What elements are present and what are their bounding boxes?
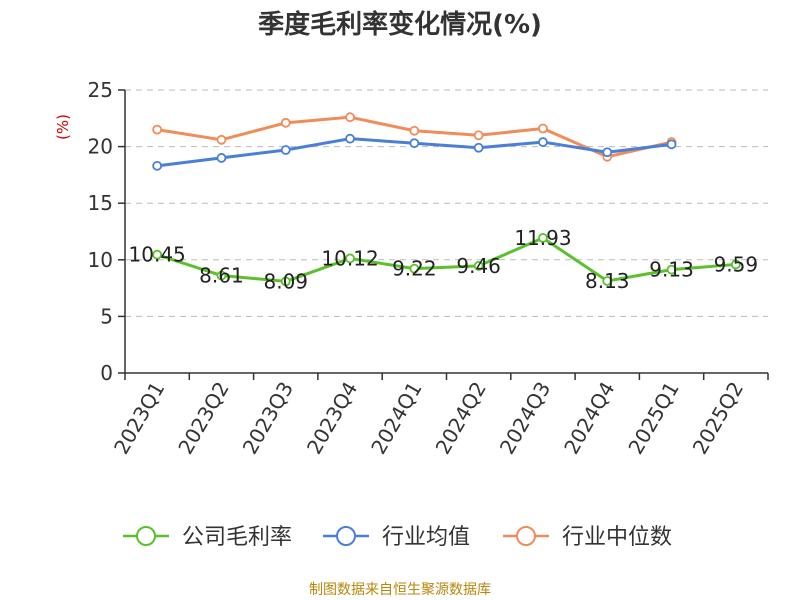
series-layer xyxy=(152,112,741,287)
data-point xyxy=(216,153,227,163)
data-label: 9.46 xyxy=(456,254,501,278)
data-point xyxy=(538,137,548,147)
data-label: 9.22 xyxy=(392,257,437,281)
data-label: 8.13 xyxy=(585,269,630,293)
series-line-1 xyxy=(156,236,736,283)
data-point xyxy=(152,249,163,260)
legend-marker-circle xyxy=(136,526,156,546)
data-point xyxy=(409,125,420,136)
y-tick-label: 5 xyxy=(100,304,113,328)
data-label: 8.09 xyxy=(263,269,308,293)
legend-label: 公司毛利率 xyxy=(182,525,292,550)
data-point xyxy=(409,138,420,149)
x-tick-label: 2024Q4 xyxy=(559,378,619,459)
x-tick-label: 2024Q3 xyxy=(495,378,555,459)
data-point xyxy=(345,253,355,264)
y-tick-label: 0 xyxy=(100,361,113,385)
data-point xyxy=(473,261,484,271)
data-label: 11.93 xyxy=(514,226,571,250)
data-point xyxy=(666,264,677,275)
data-point xyxy=(409,263,420,274)
legend-label: 行业均值 xyxy=(382,525,470,550)
legend-label: 行业中位数 xyxy=(562,525,672,550)
x-tick-label: 2025Q1 xyxy=(623,378,683,459)
x-tick-label: 2023Q2 xyxy=(173,378,233,459)
y-tick-label: 25 xyxy=(88,78,113,102)
y-tick-label: 20 xyxy=(88,135,113,159)
data-point xyxy=(280,145,291,155)
data-point xyxy=(602,276,613,286)
legend: 公司毛利率 行业均值 行业中位数 xyxy=(123,525,672,550)
source-note: 制图数据来自恒生聚源数据库 xyxy=(309,582,491,598)
x-tick-label: 2023Q4 xyxy=(302,378,362,459)
data-label: 8.61 xyxy=(199,264,244,288)
data-point xyxy=(602,147,613,158)
data-point xyxy=(345,112,355,123)
x-tick-label: 2025Q2 xyxy=(688,378,748,459)
data-label: 9.13 xyxy=(649,258,694,282)
y-tick-label: 15 xyxy=(88,191,113,215)
data-point xyxy=(216,270,227,281)
data-point xyxy=(280,276,291,287)
y-tick-label: 10 xyxy=(88,248,113,272)
legend-marker-circle xyxy=(336,526,356,546)
chart-title: 季度毛利率变化情况(%) xyxy=(258,10,542,40)
data-label: 10.45 xyxy=(129,243,186,267)
data-point xyxy=(538,233,548,243)
data-point xyxy=(280,117,291,128)
data-point xyxy=(345,133,355,144)
data-point xyxy=(152,160,163,171)
data-point xyxy=(730,259,741,270)
x-tick-label: 2023Q1 xyxy=(109,378,169,459)
y-axis-label: (%) xyxy=(54,114,72,140)
data-point xyxy=(666,139,677,150)
data-point xyxy=(152,124,163,135)
data-label: 10.12 xyxy=(321,246,378,270)
x-tick-label: 2024Q1 xyxy=(366,378,426,459)
data-label: 9.59 xyxy=(714,252,759,276)
legend-marker-circle xyxy=(516,526,536,546)
x-tick-label: 2023Q3 xyxy=(238,378,298,459)
x-tick-label: 2024Q2 xyxy=(431,378,491,459)
data-point xyxy=(538,123,548,134)
data-point xyxy=(473,130,484,141)
data-point xyxy=(473,142,484,153)
label-layer: 10.45 8.61 8.09 10.12 9.22 9.46 11.93 8.13 9.13 9… xyxy=(129,226,759,293)
data-point xyxy=(216,134,227,145)
